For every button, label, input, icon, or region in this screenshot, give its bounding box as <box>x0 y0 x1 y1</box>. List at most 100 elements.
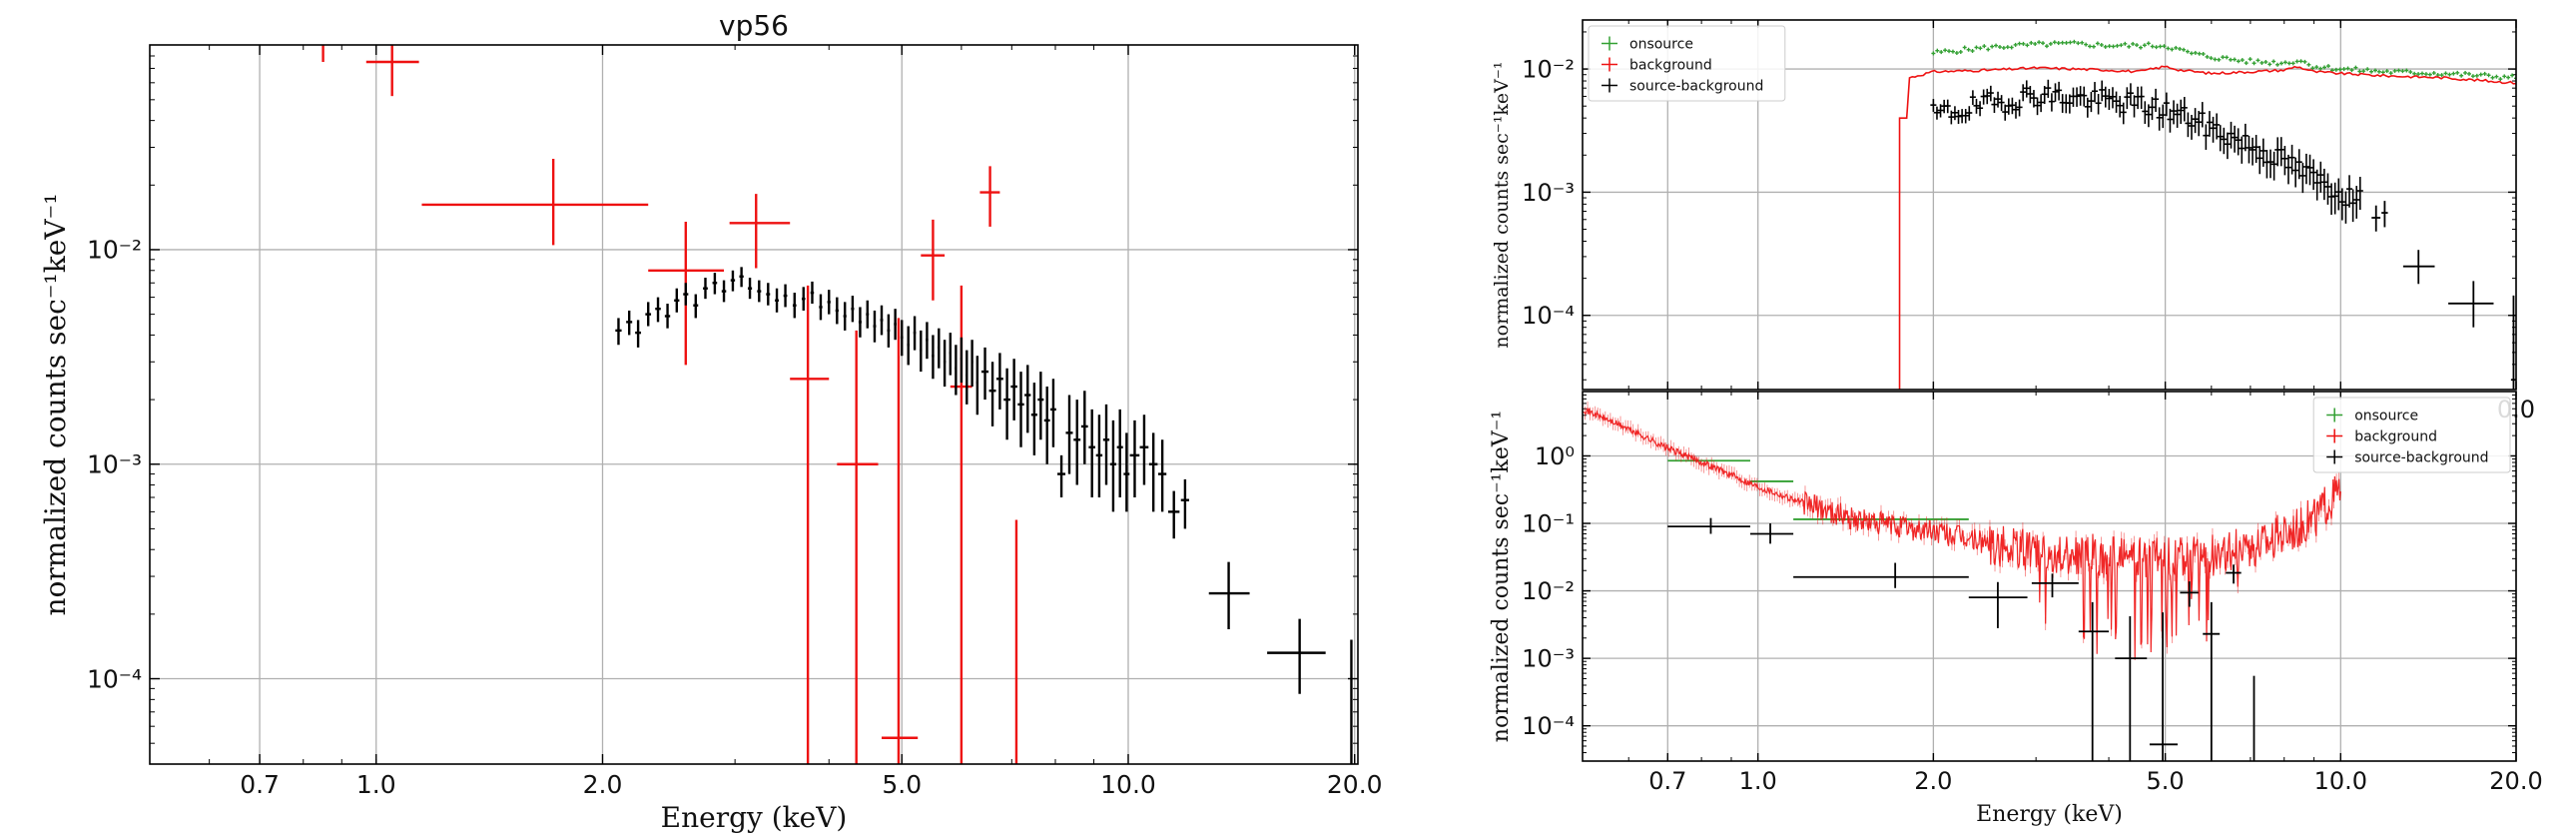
plot-data <box>1583 401 2341 761</box>
tick-label-x: 5.0 <box>2147 767 2185 795</box>
axes-frame <box>1582 19 2517 391</box>
tick-label-y: 10⁻⁴ <box>87 664 142 693</box>
legend-entry: source-background <box>1602 78 1763 94</box>
tick-label-x: 2.0 <box>1914 767 1952 795</box>
legend: onsource background source-background <box>1588 25 1786 102</box>
data-point <box>1095 415 1103 498</box>
data-point <box>975 356 979 416</box>
data-point <box>674 288 680 313</box>
data-point <box>887 314 891 348</box>
legend-label: background <box>1629 57 1712 73</box>
data-point <box>775 288 779 313</box>
tick-label-y: 10⁰ <box>1535 442 1575 470</box>
background-line <box>1898 65 2516 390</box>
data-point <box>1065 395 1073 474</box>
series-set-0 <box>322 45 1018 764</box>
x-axis-label: Energy (keV) <box>661 801 848 834</box>
tick-label-x: 10.0 <box>1100 770 1156 799</box>
legend-box <box>1588 25 1786 102</box>
data-point <box>1139 415 1149 485</box>
data-point <box>790 285 830 764</box>
data-point <box>955 345 958 396</box>
data-point <box>1667 517 1750 534</box>
data-point <box>792 293 797 319</box>
tick-label-y: 10⁻¹ <box>1522 509 1575 537</box>
ticks: 0.7 1.0 2.0 5.0 10.0 20.0 10⁻⁴ 10⁻³ 10⁻² <box>87 45 1383 799</box>
data-point <box>1129 420 1140 498</box>
data-point <box>703 278 708 300</box>
data-point <box>810 281 815 305</box>
data-point <box>926 322 929 360</box>
tick-label-x: 5.0 <box>882 770 922 799</box>
data-point <box>979 166 1000 227</box>
data-point <box>655 297 661 323</box>
data-point <box>626 310 633 336</box>
data-point <box>1037 372 1044 440</box>
data-point <box>712 273 718 295</box>
data-point <box>996 353 1003 410</box>
data-point <box>880 305 884 336</box>
y-axis-label: normalized counts sec⁻¹keV⁻¹ <box>1491 61 1513 348</box>
grid <box>1583 392 2517 761</box>
legend-box <box>2312 397 2511 473</box>
chart-bottom-right: 0.7 1.0 2.0 5.0 10.0 20.0 10⁻⁴ 10⁻³ 10⁻² 10⁻¹ 10⁰ E… <box>1489 391 2543 827</box>
data-point <box>2448 281 2494 328</box>
legend-entry: source-background <box>2326 449 2489 465</box>
minor-ticks <box>149 44 1358 765</box>
data-point <box>913 316 917 351</box>
data-point <box>2402 250 2435 285</box>
data-point <box>921 219 946 301</box>
data-point <box>2226 564 2242 584</box>
legend-label: source-background <box>2354 449 2488 465</box>
data-point <box>873 310 877 343</box>
data-point <box>801 287 806 311</box>
legend-entry: background <box>1602 57 1712 73</box>
data-point <box>949 333 952 376</box>
data-point <box>1043 387 1050 464</box>
ticks: 0.010⁻⁴10⁻³10⁻² <box>1522 20 2535 423</box>
legend-label: source-background <box>1629 78 1763 94</box>
tick-label-x: 0.7 <box>1648 767 1686 795</box>
tick-label-x: 0.7 <box>240 770 280 799</box>
data-point <box>2371 205 2381 232</box>
data-point <box>843 302 847 331</box>
data-point <box>1116 409 1123 498</box>
tick-label-y: 10⁻³ <box>1522 179 1575 207</box>
tick-label-x: 1.0 <box>356 770 396 799</box>
data-point <box>943 340 947 388</box>
tick-label-y: 10⁻² <box>87 236 142 265</box>
data-point <box>783 284 788 308</box>
data-point <box>1208 561 1250 630</box>
data-point <box>1167 490 1180 539</box>
data-point <box>635 320 642 348</box>
data-point <box>894 309 897 341</box>
data-point <box>837 330 879 764</box>
tick-label-y: 10⁻² <box>1522 577 1575 605</box>
data-point <box>866 300 870 329</box>
tick-label-x: 10.0 <box>2314 767 2367 795</box>
tick-label-y: 10⁻⁴ <box>1522 712 1575 740</box>
chart-left: 0.7 1.0 2.0 5.0 10.0 20.0 10⁻⁴ 10⁻³ 10⁻² vp56 Ener… <box>39 9 1383 834</box>
data-point <box>900 320 904 357</box>
data-point <box>2149 612 2178 761</box>
series-set-1 <box>615 267 1353 764</box>
data-point <box>988 362 996 426</box>
data-point <box>1123 432 1130 512</box>
plot-data <box>1898 39 2516 390</box>
tick-label-x: 20.0 <box>1327 770 1383 799</box>
data-point <box>1109 420 1117 512</box>
data-point <box>766 283 771 306</box>
data-point <box>1157 439 1167 512</box>
chart-title: vp56 <box>719 9 789 42</box>
data-point <box>966 350 968 405</box>
data-point <box>835 297 839 325</box>
tick-label-y: 10⁻⁴ <box>1522 302 1575 330</box>
series-source-background <box>1667 517 2255 761</box>
data-point <box>920 330 923 373</box>
data-point <box>1968 581 2028 628</box>
data-point <box>1080 391 1088 464</box>
tick-label-y: 10⁻³ <box>87 449 142 478</box>
data-point <box>980 347 989 401</box>
